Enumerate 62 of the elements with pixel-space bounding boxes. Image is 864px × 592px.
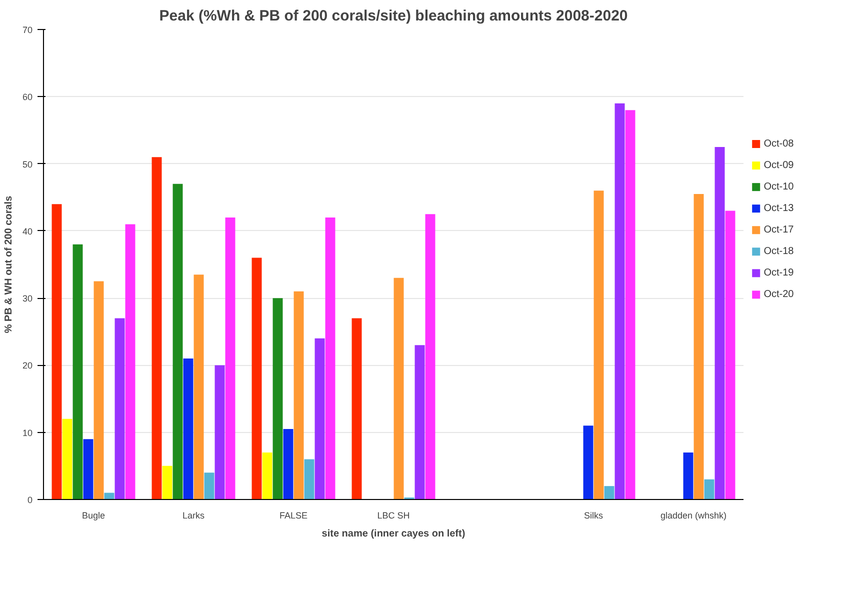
x-axis-title: site name (inner cayes on left) [322,528,466,540]
bar [114,318,125,500]
bar [583,426,594,500]
bar [83,439,94,500]
y-tick-label: 10 [22,428,33,438]
y-tick-label: 50 [22,159,33,170]
bar [283,429,294,500]
legend-label: Oct-08 [764,138,794,150]
bar [725,210,736,500]
x-tick-label: FALSE [279,510,308,520]
y-tick-label: 60 [22,92,33,102]
bar [152,157,162,500]
y-axis-title: % PB & WH out of 200 corals [3,195,14,334]
bar [614,103,625,500]
bar [225,218,236,500]
x-tick-label: Silks [584,510,604,520]
bar [694,194,704,500]
bar [62,418,72,500]
bar [714,147,725,500]
bar [125,224,136,500]
bar [94,281,104,500]
y-tick-label: 0 [27,495,33,505]
y-tick-label: 70 [22,25,33,35]
bar [414,345,425,500]
legend-label: Oct-17 [764,224,794,236]
bar [604,486,614,500]
legend-label: Oct-13 [764,203,794,214]
legend-label: Oct-20 [764,289,794,300]
legend-label: Oct-19 [764,268,794,279]
bar [183,358,194,500]
bar [683,452,694,500]
y-tick-label: 20 [22,360,33,371]
bar [294,291,304,500]
bar [425,214,436,500]
bar [272,298,283,500]
bar [594,190,604,500]
bar [172,184,183,500]
x-tick-label: gladden (whshk) [660,510,727,520]
bar [204,472,214,500]
x-tick-label: LBC SH [377,510,410,520]
legend-label: Oct-18 [764,246,794,258]
bar [194,274,204,500]
bar [704,479,714,500]
legend-label: Oct-10 [764,182,794,193]
bar [262,452,272,500]
x-tick-label: Bugle [82,510,106,520]
bar [72,244,83,500]
chart-title: Peak (%Wh & PB of 200 corals/site) bleaching amounts 2008-2020 [159,8,628,24]
bar [214,365,225,500]
bar [625,110,636,500]
bar [252,258,262,500]
x-tick-label: Larks [182,510,206,520]
bar [314,338,325,500]
bar [352,318,362,500]
bar [394,278,404,500]
bar [162,466,172,500]
y-tick-label: 40 [22,226,33,236]
bar [52,204,62,500]
y-tick-label: 30 [22,294,33,304]
bar [325,218,336,500]
legend-label: Oct-09 [764,160,794,172]
bar [304,459,314,500]
